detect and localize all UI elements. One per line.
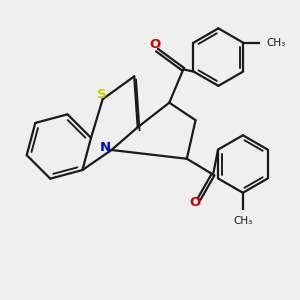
Text: N: N: [100, 141, 111, 154]
Text: O: O: [150, 38, 161, 51]
Text: CH₃: CH₃: [266, 38, 285, 48]
Text: O: O: [189, 196, 200, 209]
Text: S: S: [97, 88, 107, 101]
Text: CH₃: CH₃: [233, 215, 253, 226]
